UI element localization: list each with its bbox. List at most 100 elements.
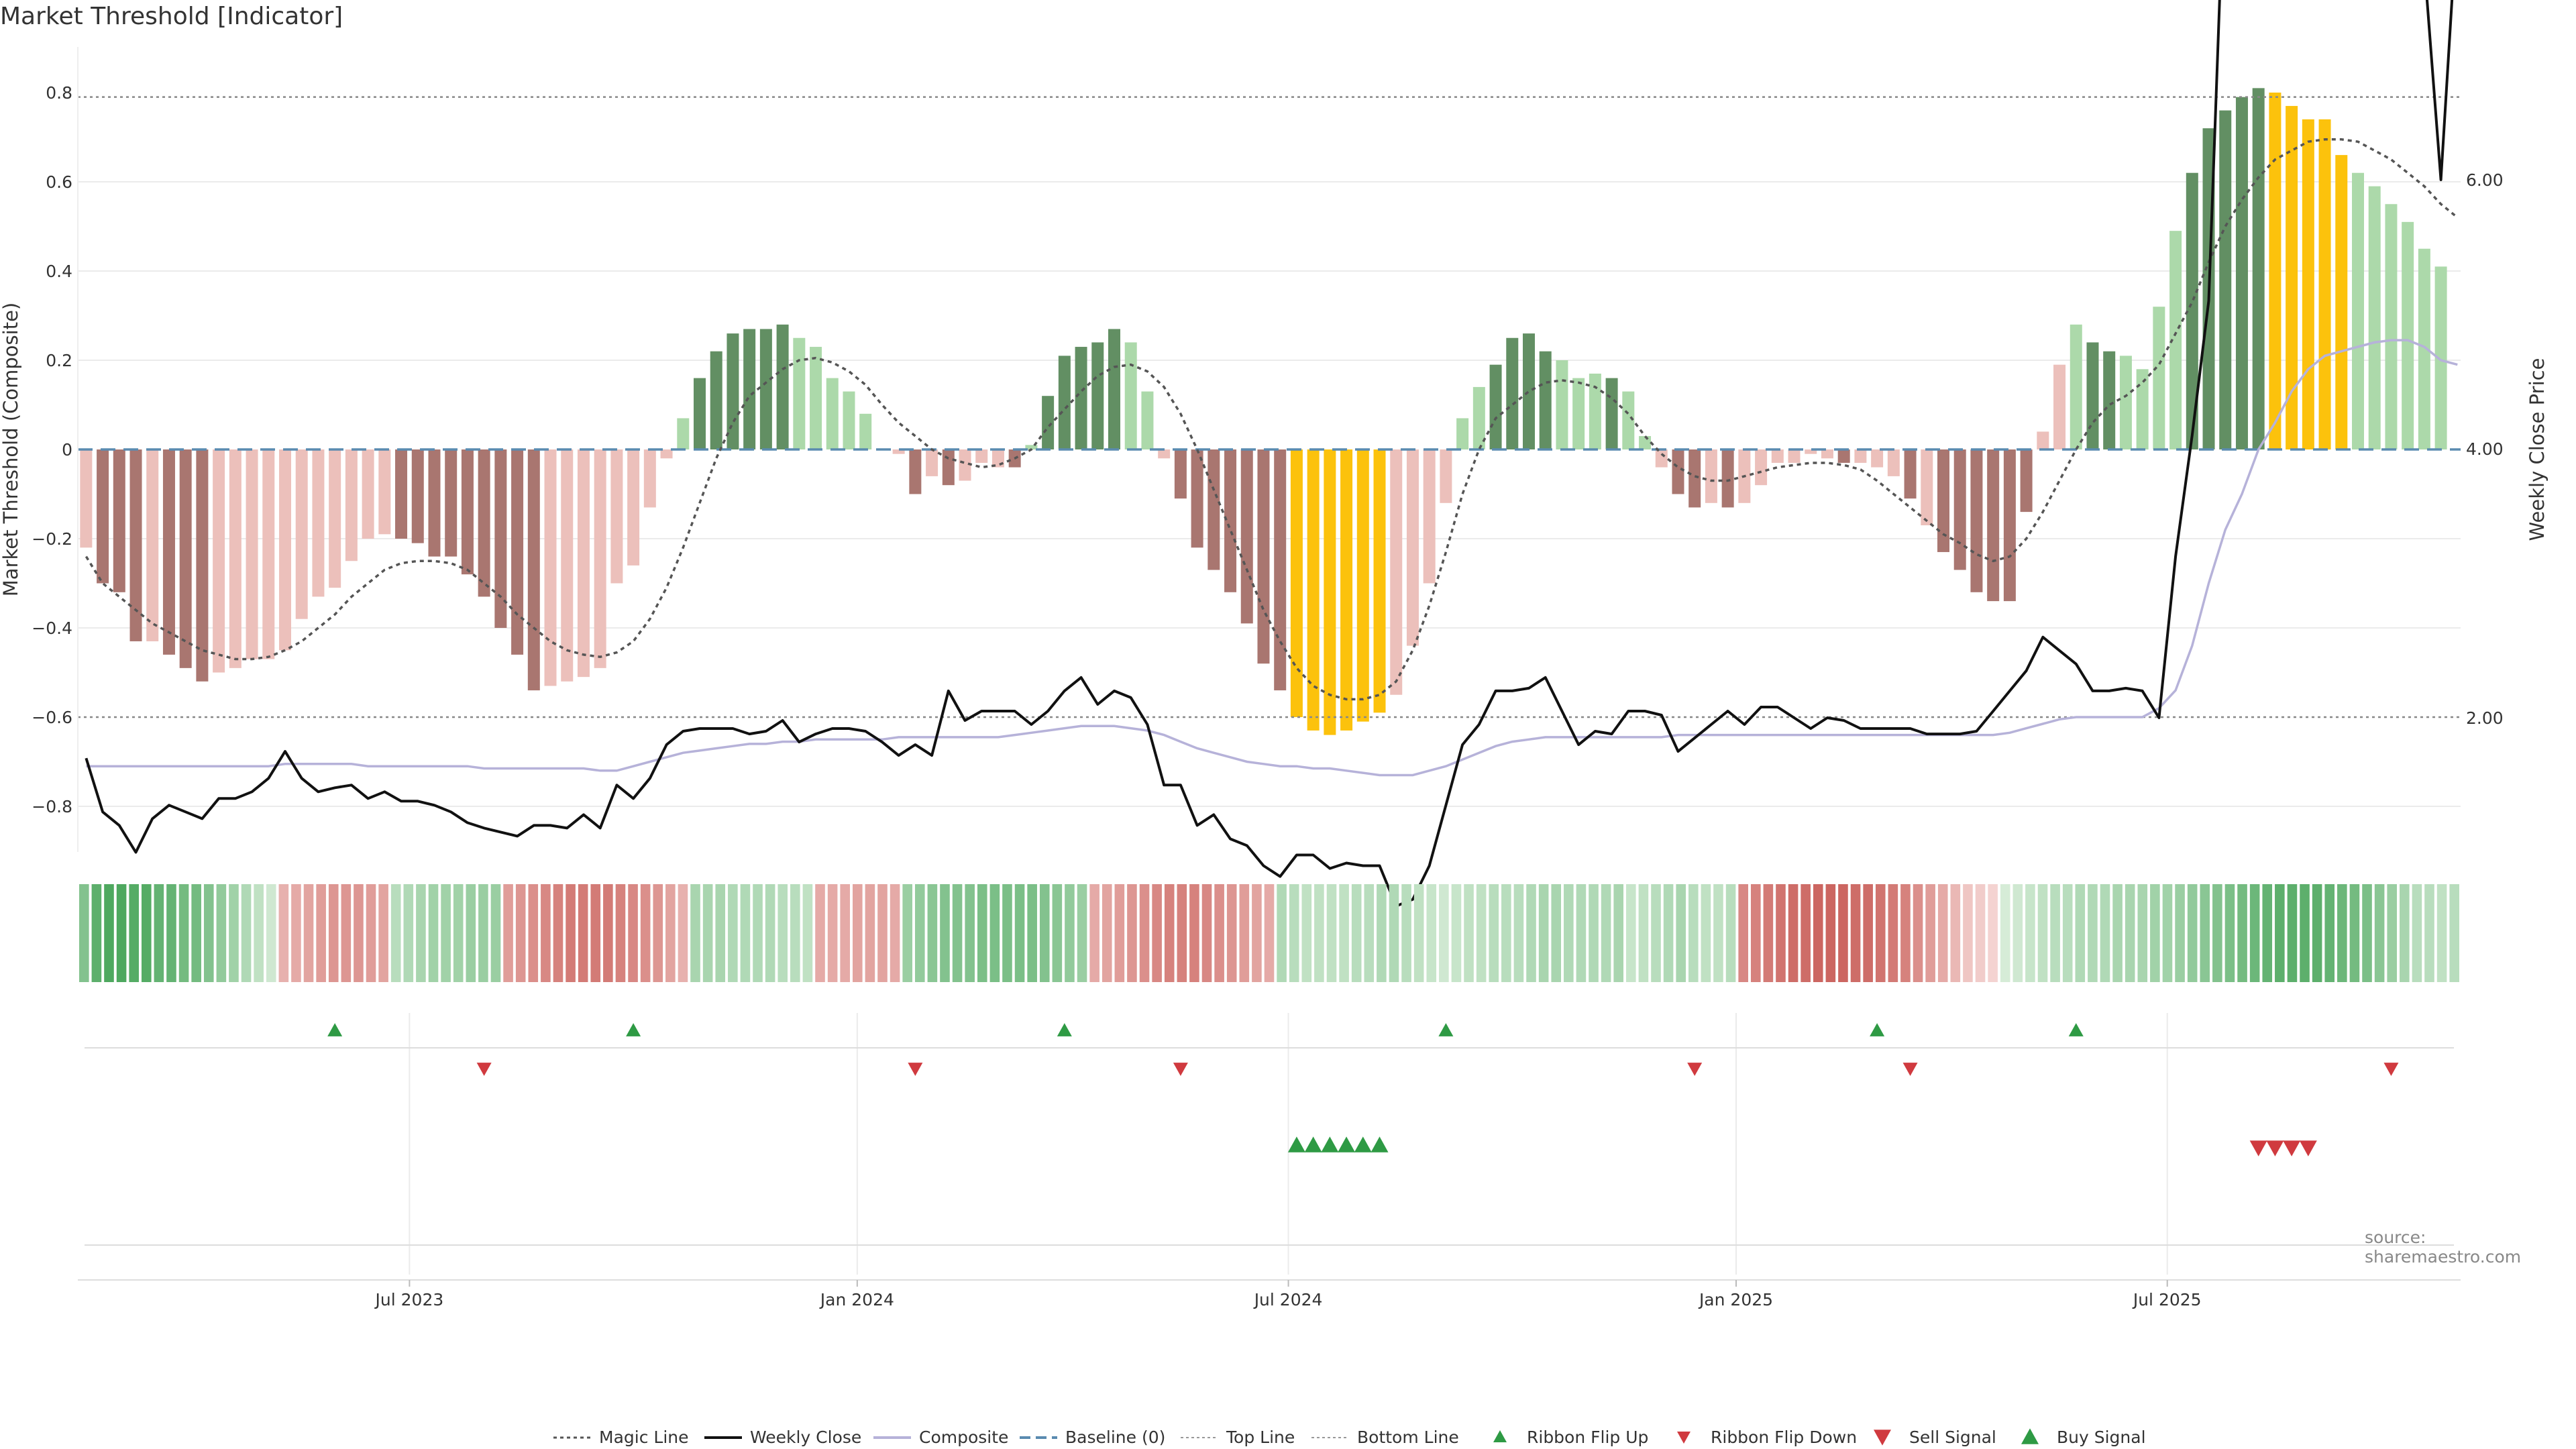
composite-bar: [793, 337, 806, 449]
legend-item: Buy Signal: [2057, 1428, 2146, 1447]
ribbon-cell: [241, 884, 252, 982]
sell-signal-marker: [2249, 1140, 2267, 1157]
composite-bar: [2368, 186, 2381, 449]
composite-bar: [461, 449, 474, 575]
composite-bar: [295, 449, 308, 619]
ribbon-cell: [2050, 884, 2060, 982]
composite-bar: [2119, 356, 2132, 449]
ribbon-cell: [2249, 884, 2260, 982]
ribbon-cell: [1801, 884, 1811, 982]
ribbon-cell: [503, 884, 513, 982]
ribbon-cell: [1813, 884, 1823, 982]
composite-bar: [627, 449, 640, 566]
ribbon-cell: [927, 884, 938, 982]
ribbon-cell: [965, 884, 975, 982]
legend-label: Buy Signal: [2057, 1428, 2146, 1447]
ribbon-cell: [1875, 884, 1886, 982]
composite-bar: [2269, 93, 2282, 449]
composite-bar: [1456, 418, 1469, 449]
ribbon-cell: [1925, 884, 1935, 982]
composite-bar: [2434, 266, 2447, 449]
legend-label: Sell Signal: [1909, 1428, 1996, 1447]
composite-bar: [1589, 373, 1601, 449]
ribbon-cell: [91, 884, 102, 982]
composite-bar: [859, 413, 872, 449]
legend-item: Composite: [873, 1428, 1008, 1447]
sell-signal-marker: [2299, 1140, 2317, 1157]
ribbon-cell: [628, 884, 638, 982]
ribbon-cell: [478, 884, 488, 982]
ribbon-cell: [229, 884, 239, 982]
ribbon-cell: [1089, 884, 1099, 982]
legend-label: Baseline (0): [1065, 1428, 1165, 1447]
ribbon-cell: [278, 884, 289, 982]
ribbon-cell: [2088, 884, 2098, 982]
composite-bar: [1837, 449, 1850, 463]
ribbon-cell: [1326, 884, 1337, 982]
ribbon-cell: [2112, 884, 2123, 982]
ribbon-cell: [989, 884, 1000, 982]
ribbon-cell: [2387, 884, 2398, 982]
ribbon-cell: [1850, 884, 1861, 982]
composite-bar: [229, 449, 241, 668]
ribbon-cell: [1439, 884, 1449, 982]
ribbon-cell: [1065, 884, 1075, 982]
ribbon-cell: [104, 884, 114, 982]
composite-bar: [1356, 449, 1369, 722]
ribbon-cell: [1776, 884, 1786, 982]
ribbon-cell: [902, 884, 912, 982]
ribbon-cell: [2237, 884, 2247, 982]
legend-item: Ribbon Flip Down: [1711, 1428, 1857, 1447]
composite-bar: [594, 449, 606, 668]
composite-bar: [478, 449, 490, 597]
y-tick-label: −0.8: [32, 797, 72, 816]
ribbon-cell: [2374, 884, 2385, 982]
ribbon-cell: [753, 884, 763, 982]
composite-bar: [2318, 119, 2331, 449]
ribbon-cell: [266, 884, 276, 982]
composite-bar: [1871, 449, 1884, 468]
ribbon-cell: [1389, 884, 1399, 982]
composite-bar: [727, 333, 739, 449]
y-tick-label: −0.2: [32, 529, 72, 549]
source-label: source: sharemaestro.com: [2365, 1228, 2522, 1267]
y-tick-label: −0.6: [32, 708, 72, 727]
composite-bar: [146, 449, 159, 641]
ribbon-cell: [690, 884, 700, 982]
ribbon-cell: [1177, 884, 1187, 982]
composite-bar: [577, 449, 590, 678]
ribbon-cell: [203, 884, 214, 982]
composite-bar: [1506, 337, 1519, 449]
ribbon-cell: [2349, 884, 2360, 982]
ribbon-cell: [1164, 884, 1175, 982]
ribbon-cell: [1152, 884, 1162, 982]
composite-bar: [494, 449, 507, 628]
ribbon-cell: [428, 884, 439, 982]
ribbon-cell: [291, 884, 301, 982]
ribbon-cell: [2037, 884, 2048, 982]
ribbon-cell: [178, 884, 189, 982]
composite-bar: [1058, 356, 1071, 449]
composite-bar: [776, 324, 789, 449]
ribbon-cell: [328, 884, 339, 982]
composite-bar: [262, 449, 275, 659]
ribbon-cell: [2312, 884, 2322, 982]
ribbon-cell: [1601, 884, 1611, 982]
ribbon-cell: [1139, 884, 1150, 982]
composite-bar: [544, 449, 557, 686]
ribbon-cell: [2412, 884, 2422, 982]
ribbon-cell: [1725, 884, 1736, 982]
ribbon-cell: [216, 884, 227, 982]
ribbon-cell: [865, 884, 875, 982]
composite-bar: [2286, 105, 2298, 449]
composite-bar: [1672, 449, 1684, 494]
y-tick-label: 0: [62, 440, 72, 460]
ribbon-cell: [1576, 884, 1587, 982]
ribbon-cell: [1277, 884, 1287, 982]
ribbon-cell: [977, 884, 987, 982]
buy-signal-marker: [1321, 1136, 1339, 1152]
ribbon-cell: [1464, 884, 1474, 982]
ribbon-cell: [653, 884, 663, 982]
ribbon-flip-up-marker: [626, 1023, 641, 1036]
composite-bar: [2103, 351, 2116, 449]
